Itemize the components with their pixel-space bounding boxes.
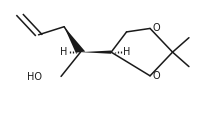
Text: O: O bbox=[152, 23, 160, 33]
Text: H: H bbox=[60, 47, 68, 57]
Text: O: O bbox=[152, 71, 160, 81]
Polygon shape bbox=[64, 27, 85, 53]
Polygon shape bbox=[81, 51, 111, 54]
Text: HO: HO bbox=[27, 72, 42, 82]
Text: H: H bbox=[123, 47, 130, 57]
